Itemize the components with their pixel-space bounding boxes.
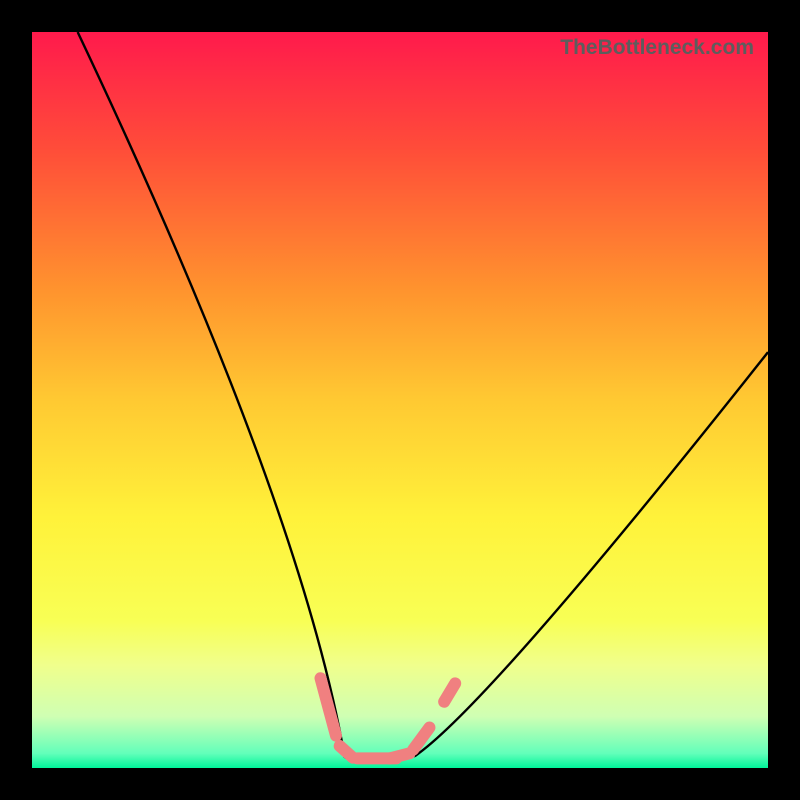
- watermark-text: TheBottleneck.com: [560, 36, 754, 60]
- valley-marker-segment: [390, 753, 410, 758]
- valley-marker-segment: [340, 746, 353, 758]
- valley-marker-segment: [321, 678, 336, 735]
- plot-area: TheBottleneck.com: [32, 32, 768, 768]
- curve-left-branch: [78, 32, 345, 758]
- valley-marker-segment: [444, 683, 455, 701]
- chart-frame: TheBottleneck.com: [0, 0, 800, 800]
- curve-layer: [32, 32, 768, 768]
- curve-right-branch: [415, 352, 768, 756]
